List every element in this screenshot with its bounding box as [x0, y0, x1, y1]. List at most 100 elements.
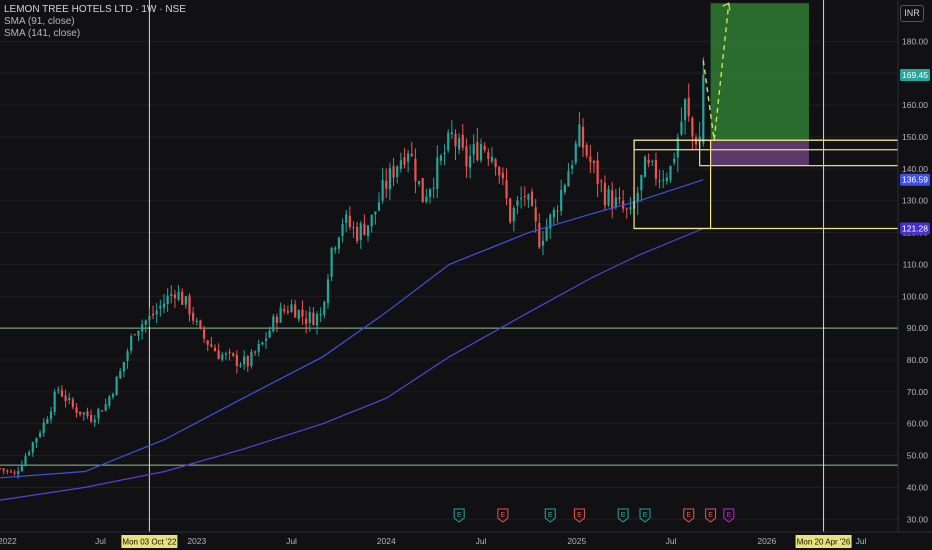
earnings-marker-icon	[573, 508, 585, 523]
candle-body	[301, 309, 304, 317]
candle-body	[79, 411, 82, 415]
y-tick-label: 110.00	[903, 259, 929, 269]
candle-body	[468, 156, 472, 168]
candle-body	[592, 161, 596, 164]
candle-body	[294, 304, 297, 318]
y-tick-label: 130.00	[902, 196, 928, 206]
candle-body	[625, 208, 628, 210]
candle-body	[560, 189, 563, 211]
candle-body	[330, 247, 333, 278]
sma-91-legend[interactable]: SMA (91, close)	[4, 16, 75, 27]
candle-body	[647, 159, 650, 164]
candle-body	[450, 132, 453, 134]
candle-body	[377, 202, 381, 211]
currency-button[interactable]: INR	[900, 5, 924, 22]
y-tick-label: 90.00	[907, 323, 929, 333]
candle-body	[28, 452, 31, 456]
candle-body	[177, 291, 180, 300]
candle-body	[221, 354, 224, 360]
candle-body	[268, 330, 271, 338]
candle-body	[516, 200, 519, 206]
candle-body	[425, 196, 428, 202]
candle-body	[352, 226, 355, 228]
candle-body	[636, 192, 639, 203]
candle-body	[42, 422, 45, 434]
candle-body	[122, 361, 125, 372]
candle-body	[392, 165, 395, 178]
earnings-marker-icon	[705, 508, 717, 523]
candle-body	[297, 310, 300, 320]
earnings-marker-icon	[497, 508, 509, 523]
candle-body	[523, 195, 526, 197]
candle-body	[100, 410, 104, 412]
candle-body	[20, 465, 23, 472]
candle-body	[527, 194, 530, 200]
candle-body	[137, 330, 140, 336]
candle-body	[239, 364, 242, 367]
candle-body	[461, 134, 464, 148]
y-tick-label: 70.00	[907, 387, 929, 397]
candle-body	[315, 313, 319, 326]
candle-body	[651, 160, 654, 162]
candle-body	[611, 190, 614, 210]
candle-body	[505, 180, 508, 199]
candle-body	[702, 75, 705, 144]
date-label-bg	[121, 535, 178, 548]
candle-body	[388, 167, 392, 190]
candle-body	[24, 456, 27, 466]
candle-body	[520, 198, 523, 200]
candle-body	[166, 295, 169, 305]
candle-body	[162, 303, 166, 308]
candle-body	[541, 240, 545, 246]
candle-body	[206, 340, 209, 345]
candle-body	[141, 324, 144, 332]
candle-body	[428, 189, 432, 197]
candle-body	[683, 99, 687, 121]
candle-body	[359, 223, 362, 240]
candle-body	[458, 138, 461, 150]
candle-body	[290, 304, 293, 312]
candle-body	[119, 371, 122, 379]
candle-body	[199, 320, 202, 329]
candle-body	[512, 207, 515, 222]
y-tick-label: 100.00	[902, 291, 928, 301]
sma-141-legend[interactable]: SMA (141, close)	[4, 28, 81, 39]
candle-body	[90, 415, 93, 422]
sma-141-line	[0, 227, 704, 501]
candle-body	[283, 309, 286, 312]
candle-body	[35, 437, 38, 443]
candle-body	[538, 223, 541, 248]
y-tick-label: 40.00	[907, 482, 929, 492]
earnings-marker-icon	[544, 508, 556, 523]
candle-body	[49, 411, 53, 420]
symbol-title[interactable]: LEMON TREE HOTELS LTD · 1W · NSE	[4, 4, 186, 15]
candle-body	[403, 157, 406, 165]
candle-body	[46, 419, 49, 424]
candle-body	[192, 312, 195, 321]
price-label-bg	[900, 69, 930, 82]
candle-body	[111, 394, 115, 398]
candle-body	[596, 160, 599, 184]
candle-body	[472, 144, 475, 155]
candle-body	[363, 223, 366, 235]
candle-body	[563, 185, 566, 193]
candle-body	[530, 191, 534, 206]
candle-body	[202, 329, 206, 339]
candle-body	[235, 354, 238, 366]
candle-body	[224, 353, 228, 355]
candle-body	[60, 390, 64, 397]
price-label-bg	[900, 173, 930, 186]
earnings-marker-icon	[639, 508, 651, 523]
candle-body	[654, 160, 658, 179]
candle-body	[414, 158, 417, 182]
earnings-marker-icon	[723, 508, 735, 523]
candle-body	[410, 154, 413, 156]
candle-body	[31, 442, 34, 453]
candle-body	[366, 225, 370, 237]
x-tick-label: Jul	[856, 536, 867, 546]
date-label-bg	[795, 535, 852, 548]
candle-body	[326, 279, 330, 304]
candle-body	[698, 136, 701, 142]
candle-body	[498, 167, 501, 176]
